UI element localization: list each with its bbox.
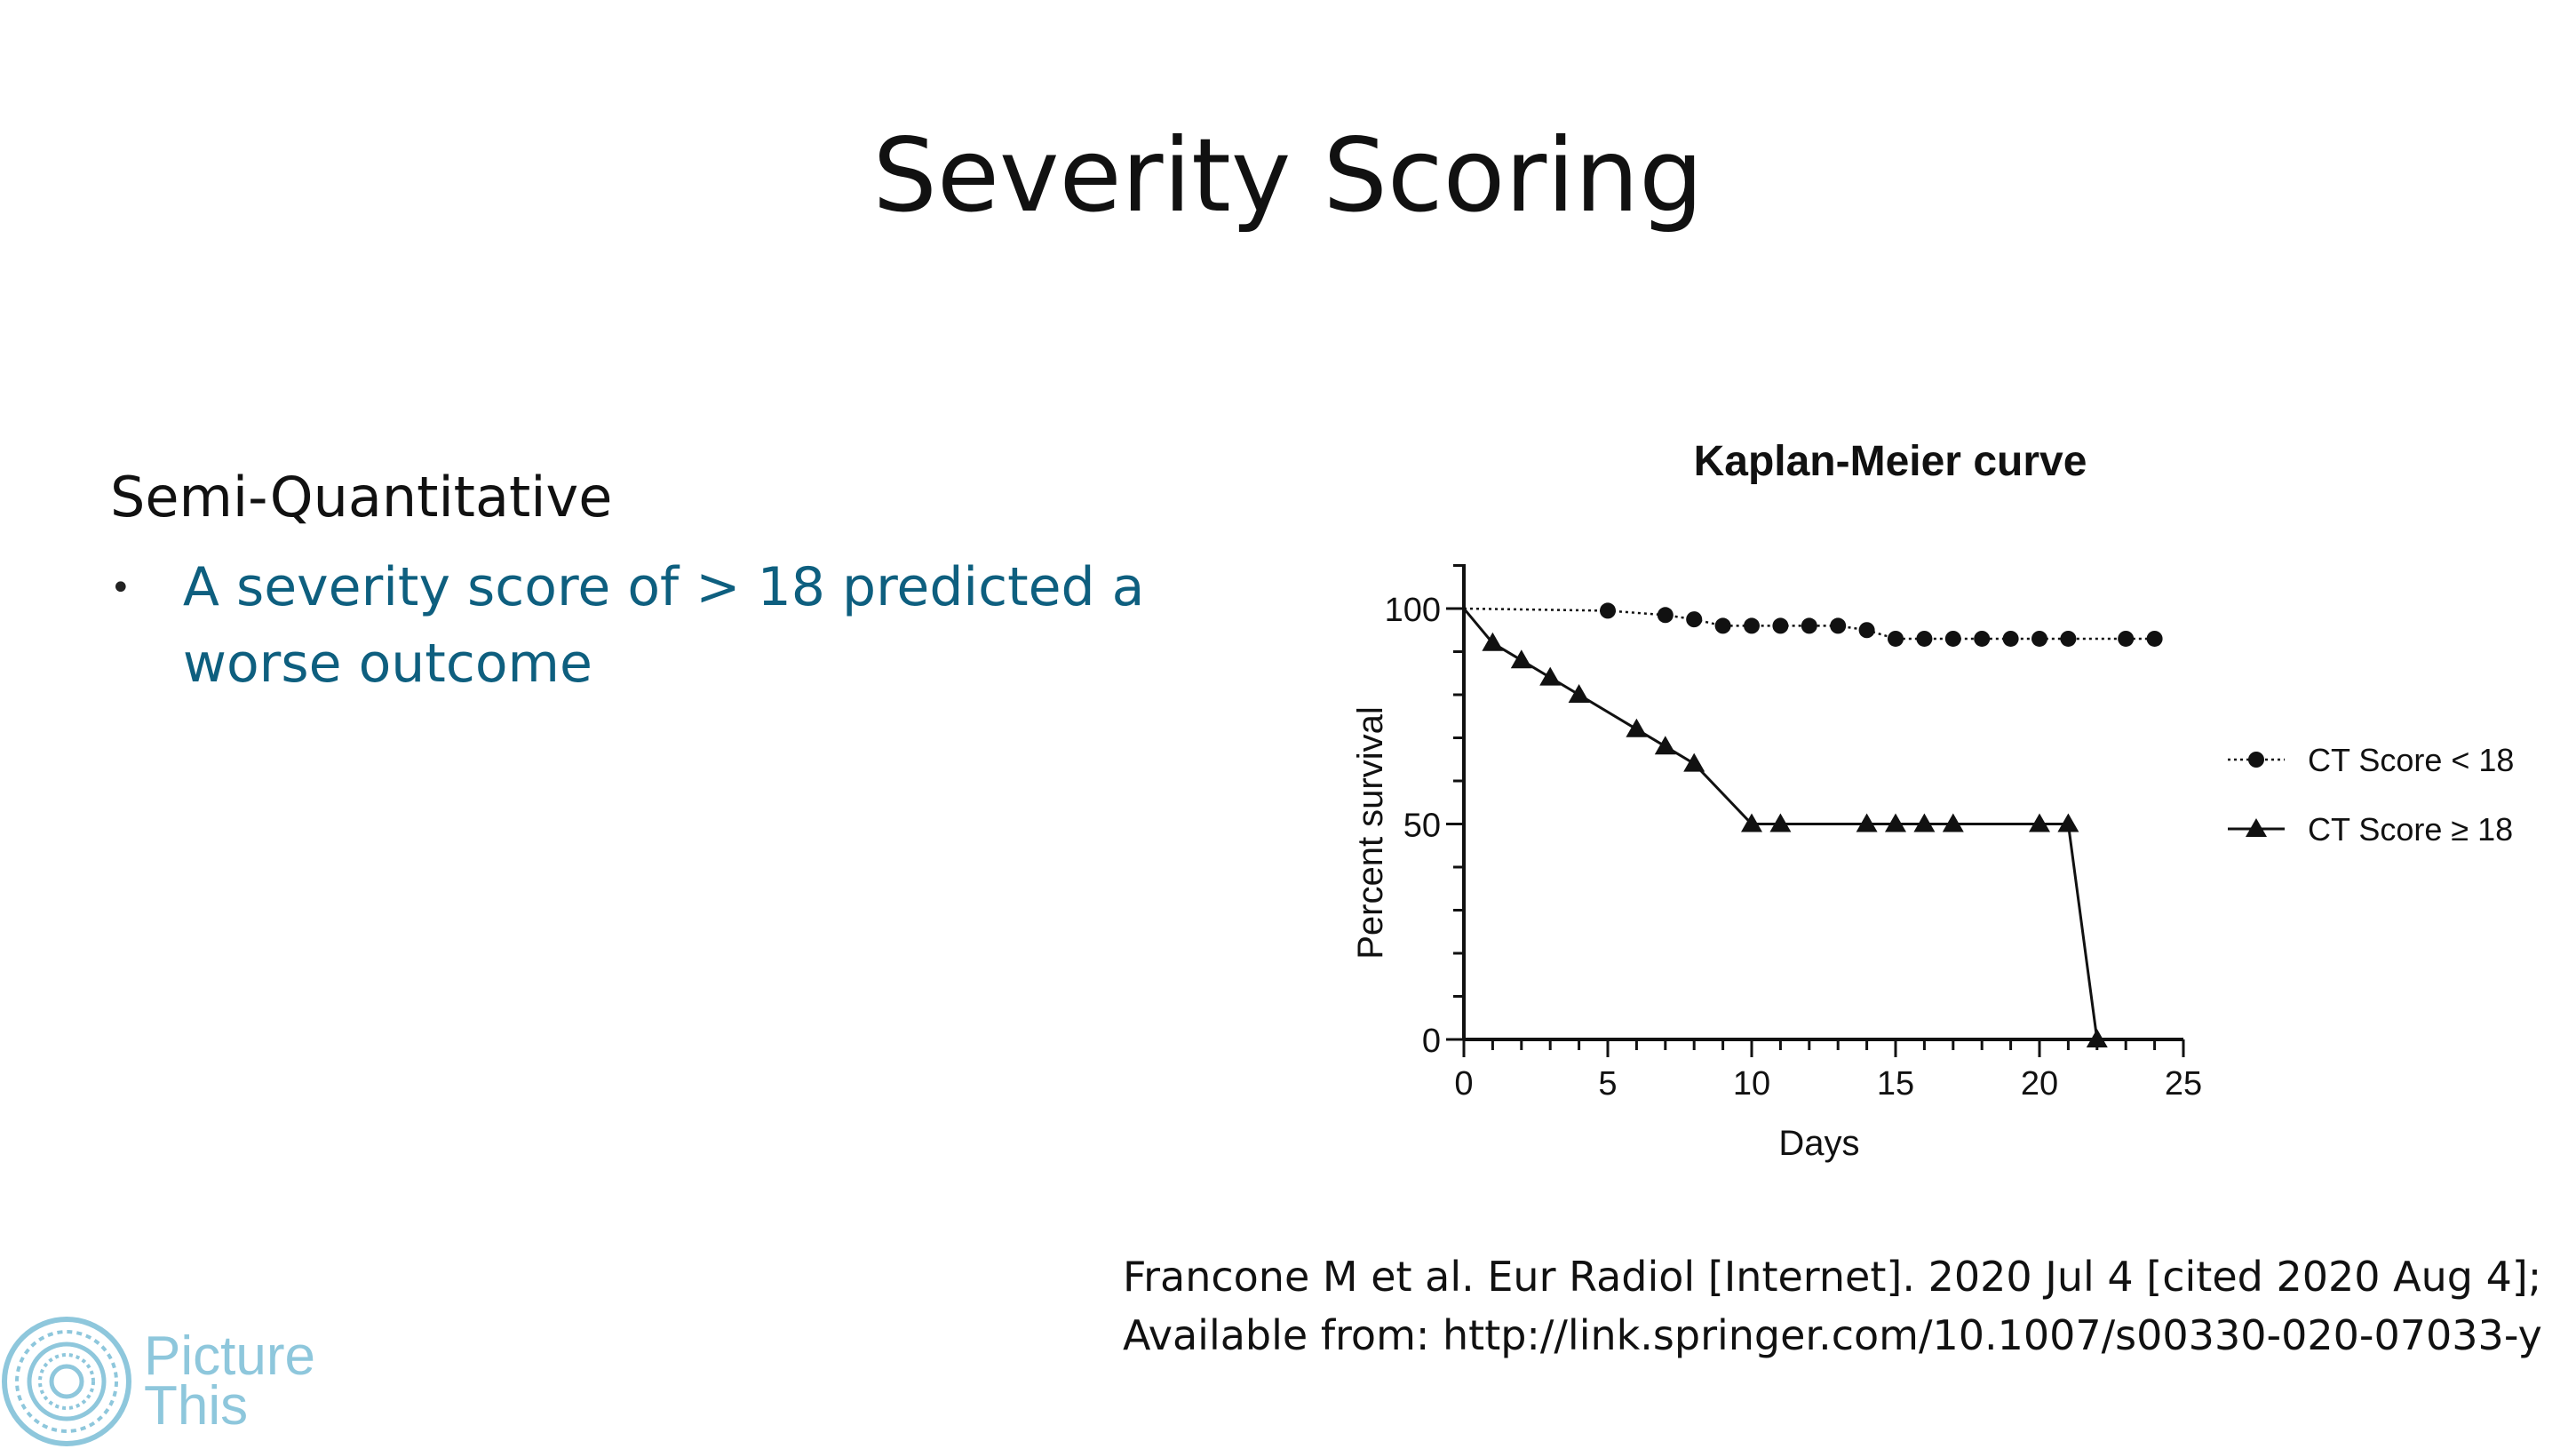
section-heading: Semi-Quantitative bbox=[110, 465, 613, 529]
logo-line-2: This bbox=[144, 1375, 249, 1437]
series-1-point bbox=[1744, 617, 1760, 634]
series-1-point bbox=[2002, 630, 2019, 647]
series-2-point bbox=[1856, 813, 1878, 832]
legend-label-1: CT Score < 18 bbox=[2308, 742, 2514, 778]
bullet-text: A severity score of > 18 predicted a wor… bbox=[182, 556, 1145, 695]
series-2-point bbox=[1568, 684, 1590, 703]
series-2-point bbox=[1626, 718, 1648, 737]
series-2-point bbox=[1539, 666, 1562, 686]
x-tick-label: 0 bbox=[1454, 1065, 1473, 1103]
chart-svg: Kaplan-Meier curve 0 50 100 0 5 10 15 20 25 Days Pe… bbox=[1351, 438, 2514, 1163]
x-tick-label: 25 bbox=[2165, 1065, 2202, 1103]
chart-title: Kaplan-Meier curve bbox=[1694, 438, 2087, 485]
series-1-point bbox=[1944, 630, 1961, 647]
x-tick-label: 15 bbox=[1877, 1065, 1914, 1103]
series-2-point bbox=[1913, 813, 1936, 832]
series-1-point bbox=[1830, 617, 1847, 634]
x-tick-label: 20 bbox=[2021, 1065, 2058, 1103]
y-tick-label: 50 bbox=[1403, 808, 1441, 845]
x-tick-label: 10 bbox=[1733, 1065, 1770, 1103]
x-tick-label: 5 bbox=[1598, 1065, 1617, 1103]
series-1-point bbox=[1888, 630, 1904, 647]
legend-label-2: CT Score ≥ 18 bbox=[2308, 811, 2513, 848]
series-1-point bbox=[1974, 630, 1991, 647]
series-1-point bbox=[1686, 611, 1703, 628]
mandala-circle-icon bbox=[2, 1317, 131, 1446]
series-2-point bbox=[2029, 813, 2050, 832]
legend-marker-2 bbox=[2246, 818, 2267, 837]
slide-title: Severity Scoring bbox=[872, 116, 1704, 235]
series-2-point bbox=[2086, 1029, 2108, 1047]
series-1-point bbox=[1657, 607, 1674, 624]
logo: Picture This bbox=[0, 1315, 315, 1448]
citation: Francone M et al. Eur Radiol [Internet].… bbox=[1123, 1253, 2542, 1359]
series-1-point bbox=[2031, 630, 2047, 647]
series-2-point bbox=[1510, 649, 1532, 669]
kaplan-meier-chart: Kaplan-Meier curve 0 50 100 0 5 10 15 20 25 Days Pe… bbox=[1304, 418, 2530, 1185]
series-2-point bbox=[1769, 813, 1792, 832]
series-2-point bbox=[1741, 813, 1762, 832]
logo-text: Picture This bbox=[144, 1326, 315, 1437]
series-1-point bbox=[2146, 630, 2163, 647]
series-1-point bbox=[2060, 630, 2077, 647]
logo-line-1: Picture bbox=[144, 1326, 315, 1387]
legend-marker-1 bbox=[2248, 752, 2264, 768]
series-2-point bbox=[1654, 736, 1676, 755]
series-1-point bbox=[1600, 602, 1616, 619]
bullet-list: • A severity score of > 18 predicted a w… bbox=[110, 549, 1247, 702]
series-2-point bbox=[1482, 632, 1504, 651]
series-2-point bbox=[1885, 813, 1906, 832]
series-1-point bbox=[1772, 617, 1789, 634]
y-axis-label: Percent survival bbox=[1351, 706, 1390, 959]
y-tick-label: 100 bbox=[1385, 592, 1441, 629]
series-2-point bbox=[1942, 813, 1964, 832]
x-axis-label: Days bbox=[1778, 1124, 1859, 1163]
series-1-point bbox=[1858, 622, 1875, 639]
series-1-point bbox=[1801, 617, 1817, 634]
series-1-point bbox=[2118, 630, 2135, 647]
series-1-point bbox=[1714, 617, 1731, 634]
series-1-point bbox=[1916, 630, 1933, 647]
list-item: • A severity score of > 18 predicted a w… bbox=[110, 549, 1247, 702]
series-2-point bbox=[1683, 752, 1705, 772]
series-2-point bbox=[2057, 813, 2079, 832]
y-tick-label: 0 bbox=[1422, 1023, 1441, 1060]
bullet-dot-icon: • bbox=[110, 568, 131, 609]
